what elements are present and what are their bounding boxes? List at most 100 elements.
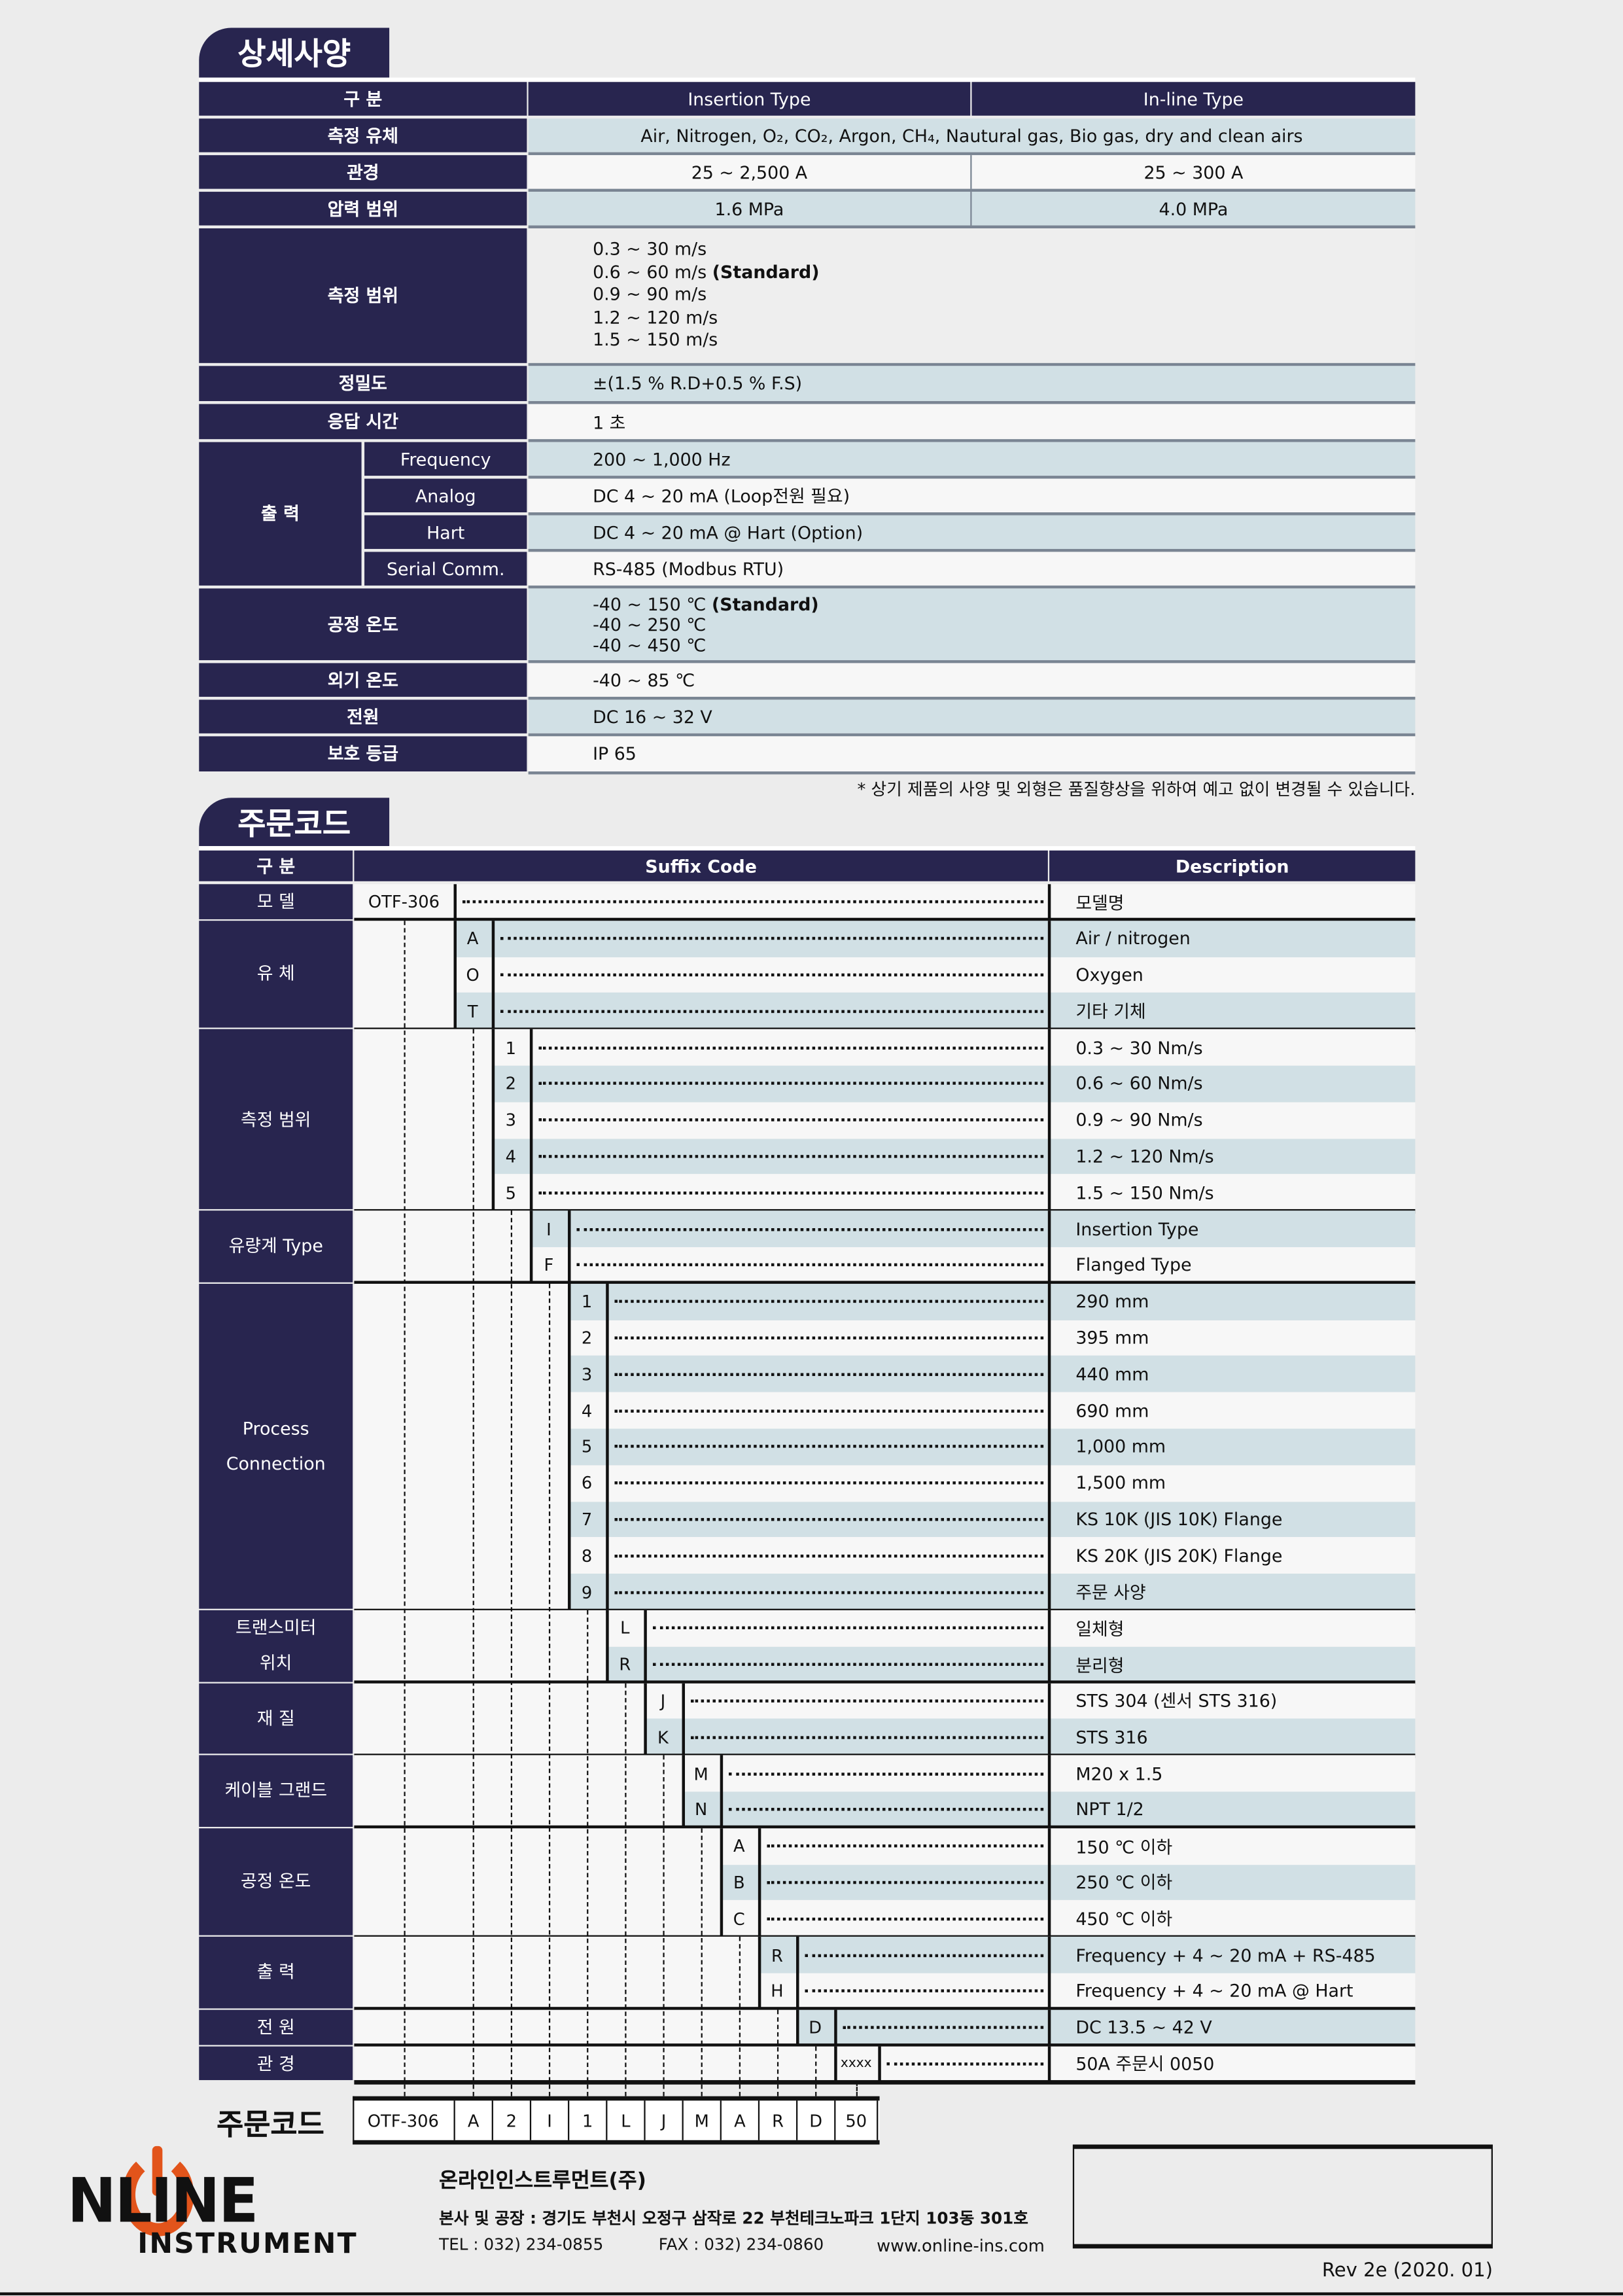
dotted-leader [652,1663,1044,1667]
dotted-leader [500,973,1044,977]
order-example-cell: I [529,2100,568,2140]
code-cell-border [834,2045,837,2083]
order-title: 주문코드 [199,798,390,847]
code-cell-border [796,1937,799,2010]
order-group-label: 관 경 [199,2045,353,2081]
suffix-code: xxxx [840,2057,872,2072]
dotted-leader [886,2062,1044,2066]
order-example-label: 주문코드 [217,2106,324,2141]
code-cell-border [606,1283,608,1610]
order-example-cell: A [720,2100,758,2140]
group-divider [354,2079,1416,2085]
suffix-blank [354,1937,758,2010]
order-example-cell: M [682,2100,720,2140]
code-cell-border [491,1029,495,1211]
dotted-leader [614,1590,1044,1594]
row-separator [528,660,1416,663]
order-example-cell: R [758,2100,796,2140]
description-divider [1047,2045,1051,2083]
header-insertion: Insertion Type [528,82,971,116]
suffix-code: 1 [505,1037,516,1058]
spec-label-pressure: 압력 범위 [199,192,527,226]
order-description: KS 10K (JIS 10K) Flange [1075,1509,1283,1530]
spec-label-response: 응답 시간 [199,404,527,440]
suffix-blank [354,1210,530,1284]
suffix-code: 5 [505,1182,516,1203]
dotted-leader [614,1554,1044,1557]
order-example-box [353,2096,880,2145]
company-tel: TEL : 032) 234-0855 [439,2235,604,2255]
code-cell-border [453,920,456,1030]
order-description: STS 304 (센서 STS 316) [1075,1691,1278,1712]
code-cell-border [682,1682,684,1756]
description-divider [1047,1610,1051,1683]
order-description: 0.3 ~ 30 Nm/s [1075,1037,1203,1058]
dotted-leader [500,1010,1044,1013]
range-value: 0.9 ~ 90 m/s [593,284,707,305]
spec-protection-value: IP 65 [528,736,1416,772]
suffix-code: 9 [581,1581,593,1602]
suffix-blank [354,1828,720,1937]
spec-range-values: 0.3 ~ 30 m/s 0.6 ~ 60 m/s (Standard) 0.9 ~… [528,228,1416,363]
suffix-code: C [733,1908,745,1930]
suffix-code: F [544,1255,554,1276]
order-group-label: 유 체 [199,920,353,1028]
order-description: Frequency + 4 ~ 20 mA @ Hart [1075,1981,1353,2002]
order-description: 440 mm [1075,1364,1149,1385]
code-guide-dashed-line [663,1755,665,2096]
code-cell-border [720,1828,723,1937]
output-value: DC 4 ~ 20 mA (Loop전원 필요) [528,478,1416,513]
order-header-description: Description [1049,850,1416,881]
suffix-code: A [733,1835,745,1857]
description-divider [1047,1755,1051,1828]
order-description: DC 13.5 ~ 42 V [1075,2017,1212,2038]
suffix-code: K [657,1727,669,1748]
order-example-cell: A [453,2100,492,2140]
dotted-leader [729,1772,1044,1775]
spec-pressure-insertion: 1.6 MPa [528,192,971,226]
dotted-leader [805,1953,1044,1957]
spec-accuracy-value: ±(1.5 % R.D+0.5 % F.S) [528,366,1416,401]
description-divider [1047,1210,1051,1284]
suffix-code: OTF-306 [368,892,440,913]
code-cell-border [606,1610,608,1683]
spec-title: 상세사양 [199,27,390,78]
suffix-code: R [619,1654,631,1675]
code-guide-dashed-line [548,1283,551,2096]
code-cell-border [568,1283,570,1610]
spec-note: * 상기 제품의 사양 및 외형은 품질향상을 위하여 예고 없이 변경될 수 … [857,779,1416,800]
column-divider [970,155,972,189]
order-example-cell: L [606,2100,644,2140]
order-description: Insertion Type [1075,1218,1199,1239]
range-line: 0.6 ~ 60 m/s (Standard) [593,262,819,285]
description-divider [1047,1283,1051,1610]
suffix-code: O [466,964,480,985]
order-description: 50A 주문시 0050 [1075,2054,1215,2075]
suffix-code: 3 [505,1110,516,1131]
dotted-leader [767,1917,1044,1920]
suffix-blank [354,2045,835,2083]
column-divider [970,192,972,226]
spec-pipe-insertion: 25 ~ 2,500 A [528,155,971,189]
suffix-code: M [693,1763,708,1784]
code-guide-dashed-line [587,1610,589,2096]
code-guide-dashed-line [701,1828,703,2096]
code-cell-border [644,1682,646,1756]
order-example-cell: 2 [491,2100,530,2140]
stamp-box [1072,2144,1493,2249]
range-value: 1.5 ~ 150 m/s [593,329,718,351]
order-description: 1.5 ~ 150 Nm/s [1075,1182,1214,1203]
code-cell-border [682,1755,684,1828]
spec-pressure-inline: 4.0 MPa [971,192,1416,226]
order-description: 290 mm [1075,1291,1149,1312]
order-description: Frequency + 4 ~ 20 mA + RS-485 [1075,1945,1376,1966]
order-group-label: 전 원 [199,2009,353,2045]
code-guide-dashed-line [472,1029,474,2096]
suffix-code: H [771,1981,784,2002]
order-description: 250 ℃ 이하 [1075,1873,1173,1894]
dotted-leader [652,1627,1044,1630]
output-value: DC 4 ~ 20 mA @ Hart (Option) [528,515,1416,549]
spec-ambient_temp-value: -40 ~ 85 ℃ [528,663,1416,697]
code-cell-border [796,2009,799,2046]
code-cell-border [878,2045,881,2083]
